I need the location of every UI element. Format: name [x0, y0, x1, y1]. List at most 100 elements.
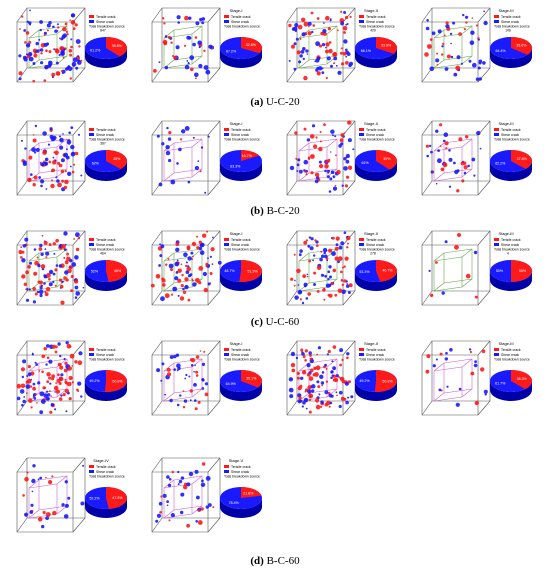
pie-chart: 32.8% 67.2% — [220, 37, 263, 68]
tensile-event — [427, 44, 432, 49]
tensile-event — [324, 160, 328, 163]
shear-event — [462, 13, 465, 17]
shear-percent: 61.7% — [495, 381, 506, 385]
total-legend-label: Total breakdown source — [89, 248, 125, 252]
shear-event — [321, 254, 325, 258]
tensile-event — [55, 382, 57, 384]
shear-event — [443, 132, 449, 137]
shear-event — [74, 296, 78, 299]
tensile-event — [425, 369, 430, 374]
shear-event — [308, 236, 312, 239]
tensile-event — [168, 519, 171, 522]
shear-event — [47, 64, 52, 68]
tensile-event — [42, 510, 46, 515]
shear-event — [289, 394, 294, 399]
tensile-event — [184, 15, 189, 21]
tensile-percent: 50% — [519, 269, 527, 273]
tensile-event — [192, 255, 194, 258]
shear-legend-label: Shear crack — [501, 243, 519, 247]
shear-event — [182, 287, 185, 291]
shear-event — [323, 22, 325, 24]
shear-event — [441, 291, 445, 295]
panel-a-4: Stage-III Tensile crack Shear crack Total b… — [410, 0, 538, 100]
shear-event — [178, 147, 182, 152]
shear-event — [39, 48, 44, 52]
shear-legend-label: Shear crack — [501, 20, 519, 24]
shear-event — [449, 348, 453, 352]
shear-event — [323, 251, 326, 255]
shear-event — [301, 32, 306, 37]
tensile-event — [325, 49, 329, 54]
tensile-event — [316, 265, 322, 270]
tensile-event — [318, 146, 323, 152]
tensile-event — [195, 77, 197, 80]
tensile-event — [153, 69, 157, 73]
cube-frame — [286, 7, 356, 83]
tensile-slice — [106, 260, 127, 282]
shear-event — [194, 165, 199, 171]
shear-event — [46, 344, 50, 348]
shear-event — [158, 501, 163, 506]
shear-event — [187, 274, 192, 278]
tensile-event — [308, 376, 314, 381]
tensile-event — [325, 367, 328, 370]
tensile-event — [70, 45, 73, 49]
shear-event — [188, 16, 192, 20]
shear-event — [72, 151, 75, 155]
ae-events — [153, 15, 214, 80]
tensile-event — [24, 476, 29, 482]
shear-swatch — [224, 470, 229, 473]
shear-event — [306, 273, 309, 276]
shear-legend-label: Shear crack — [96, 133, 114, 137]
shear-event — [306, 138, 311, 142]
shear-event — [67, 496, 71, 500]
tensile-event — [57, 373, 60, 376]
tensile-event — [198, 266, 204, 271]
shear-event — [50, 136, 56, 142]
shear-event — [326, 56, 331, 61]
tensile-event — [22, 494, 25, 497]
tensile-event — [320, 250, 323, 253]
tensile-event — [184, 277, 189, 282]
tensile-event — [64, 170, 67, 173]
tensile-slice — [376, 37, 398, 54]
panel-b-4: Stage-III Tensile crack Shear crack Total b… — [410, 113, 538, 213]
tensile-event — [444, 141, 449, 146]
tensile-event — [342, 26, 348, 31]
shear-event — [311, 384, 316, 389]
tensile-event — [20, 383, 26, 389]
shear-percent: 67.2% — [226, 49, 237, 53]
shear-event — [200, 146, 204, 149]
tensile-event — [309, 354, 312, 357]
tensile-event — [298, 396, 302, 400]
shear-event — [169, 398, 173, 403]
tensile-event — [70, 289, 73, 292]
shear-percent: 52% — [91, 270, 99, 274]
shear-swatch — [494, 353, 499, 356]
shear-event — [72, 64, 75, 68]
tensile-event — [27, 177, 32, 183]
tensile-event — [316, 290, 320, 293]
shear-event — [43, 393, 48, 398]
tensile-event — [465, 273, 471, 279]
tensile-event — [53, 151, 56, 154]
shear-event — [22, 162, 27, 166]
tensile-event — [319, 131, 322, 133]
shear-event — [74, 255, 79, 260]
shear-event — [59, 145, 64, 150]
tensile-event — [195, 355, 200, 359]
stage-title: Stage-III — [498, 231, 513, 236]
ae-events — [16, 341, 83, 415]
tensile-event — [62, 27, 67, 32]
shear-event — [330, 170, 335, 174]
shear-event — [77, 55, 80, 58]
shear-event — [430, 150, 433, 154]
shear-event — [47, 143, 51, 146]
shear-percent: 64.9% — [226, 382, 237, 386]
specimen-outline — [433, 25, 473, 69]
tensile-event — [33, 271, 38, 276]
shear-legend-label: Shear crack — [96, 470, 114, 474]
